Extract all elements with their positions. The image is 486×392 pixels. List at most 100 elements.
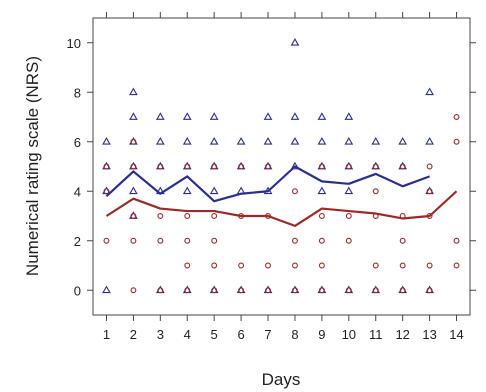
triangle-marker — [317, 137, 327, 145]
circle-marker — [184, 287, 191, 294]
circle-marker — [184, 262, 191, 269]
x-axis-title: Days — [262, 370, 301, 389]
circle-marker — [345, 213, 352, 219]
triangle-marker — [129, 112, 138, 120]
circle-marker — [372, 262, 379, 269]
triangle-marker — [317, 112, 327, 120]
x-tick-label: 9 — [318, 327, 325, 342]
circle-marker — [345, 237, 352, 244]
x-tick-label: 13 — [422, 327, 436, 342]
circle-marker — [399, 287, 406, 294]
circle-marker — [211, 237, 218, 244]
triangle-marker — [290, 38, 300, 46]
triangle-marker — [290, 137, 300, 145]
triangle-marker — [209, 112, 219, 120]
x-tick-label: 12 — [395, 327, 409, 342]
x-tick-label: 14 — [449, 327, 463, 342]
circle-marker — [292, 237, 298, 244]
circle-marker — [238, 287, 245, 294]
mean-line — [105, 190, 458, 227]
triangle-marker — [263, 112, 273, 120]
triangle-marker — [425, 87, 434, 96]
circle-marker — [426, 163, 433, 170]
circle-marker — [318, 287, 325, 294]
circle-marker — [130, 138, 137, 145]
y-tick-label: 0 — [74, 283, 81, 298]
triangle-marker — [182, 186, 192, 195]
circle-marker — [345, 163, 352, 170]
circle-marker — [103, 188, 110, 195]
y-tick-label: 8 — [74, 85, 81, 100]
circle-marker — [318, 262, 325, 269]
circle-marker — [318, 213, 325, 219]
triangle-marker — [290, 161, 300, 170]
triangle-marker — [425, 137, 434, 145]
circle-marker — [292, 188, 298, 195]
triangle-marker — [290, 112, 300, 120]
circle-marker — [211, 213, 218, 219]
x-tick-label: 4 — [184, 327, 191, 342]
circle-marker — [453, 262, 460, 269]
triangle-marker — [182, 112, 192, 120]
circle-marker — [211, 163, 218, 170]
mean-line — [105, 165, 430, 203]
circle-marker — [157, 163, 164, 170]
circle-marker — [157, 287, 164, 294]
circle-marker — [265, 163, 271, 170]
circle-marker — [103, 163, 110, 170]
circle-marker — [157, 213, 164, 219]
x-tick-label: 2 — [130, 327, 137, 342]
x-tick-label: 8 — [291, 327, 298, 342]
circle-marker — [399, 237, 406, 244]
axis-ticks — [87, 12, 476, 321]
circle-marker — [453, 237, 460, 244]
triangle-marker — [155, 137, 165, 145]
triangle-marker — [129, 186, 138, 195]
y-axis-title: Numerical rating scale (NRS) — [23, 56, 42, 276]
triangle-marker — [398, 137, 408, 145]
triangle-marker — [317, 186, 327, 195]
circle-marker — [130, 287, 137, 294]
circle-marker — [453, 138, 460, 145]
triangle-marker — [129, 87, 138, 96]
circle-marker — [292, 287, 298, 294]
triangle-marker — [344, 112, 354, 120]
circle-marker — [399, 163, 406, 170]
circle-marker — [130, 213, 137, 219]
circle-marker — [265, 287, 271, 294]
circle-marker — [426, 287, 433, 294]
circle-marker — [372, 163, 379, 170]
triangle-marker — [371, 137, 381, 145]
circle-marker — [238, 262, 245, 269]
plot-frame — [92, 17, 471, 316]
triangle-marker — [102, 285, 111, 294]
x-tick-label: 6 — [237, 327, 244, 342]
x-tick-label: 11 — [369, 327, 383, 342]
circle-marker — [292, 262, 298, 269]
y-tick-label: 10 — [67, 36, 81, 51]
circle-marker — [130, 163, 137, 170]
circle-marker — [345, 287, 352, 294]
circle-marker — [130, 237, 137, 244]
y-tick-label: 6 — [74, 135, 81, 150]
triangle-marker — [344, 137, 354, 145]
circle-marker — [372, 188, 379, 195]
circle-marker — [426, 262, 433, 269]
triangle-marker — [236, 137, 246, 145]
x-tick-label: 5 — [211, 327, 218, 342]
circle-marker — [372, 287, 379, 294]
triangle-marker — [209, 137, 219, 145]
triangle-marker — [155, 112, 165, 120]
circle-marker — [211, 262, 218, 269]
y-tick-label: 4 — [74, 184, 81, 199]
circle-marker — [238, 163, 245, 170]
x-tick-label: 7 — [264, 327, 271, 342]
circle-marker — [318, 237, 325, 244]
triangle-marker — [344, 186, 354, 195]
circle-marker — [318, 163, 325, 170]
triangle-marker — [182, 137, 192, 145]
circle-marker — [426, 188, 433, 195]
circle-marker — [265, 262, 271, 269]
